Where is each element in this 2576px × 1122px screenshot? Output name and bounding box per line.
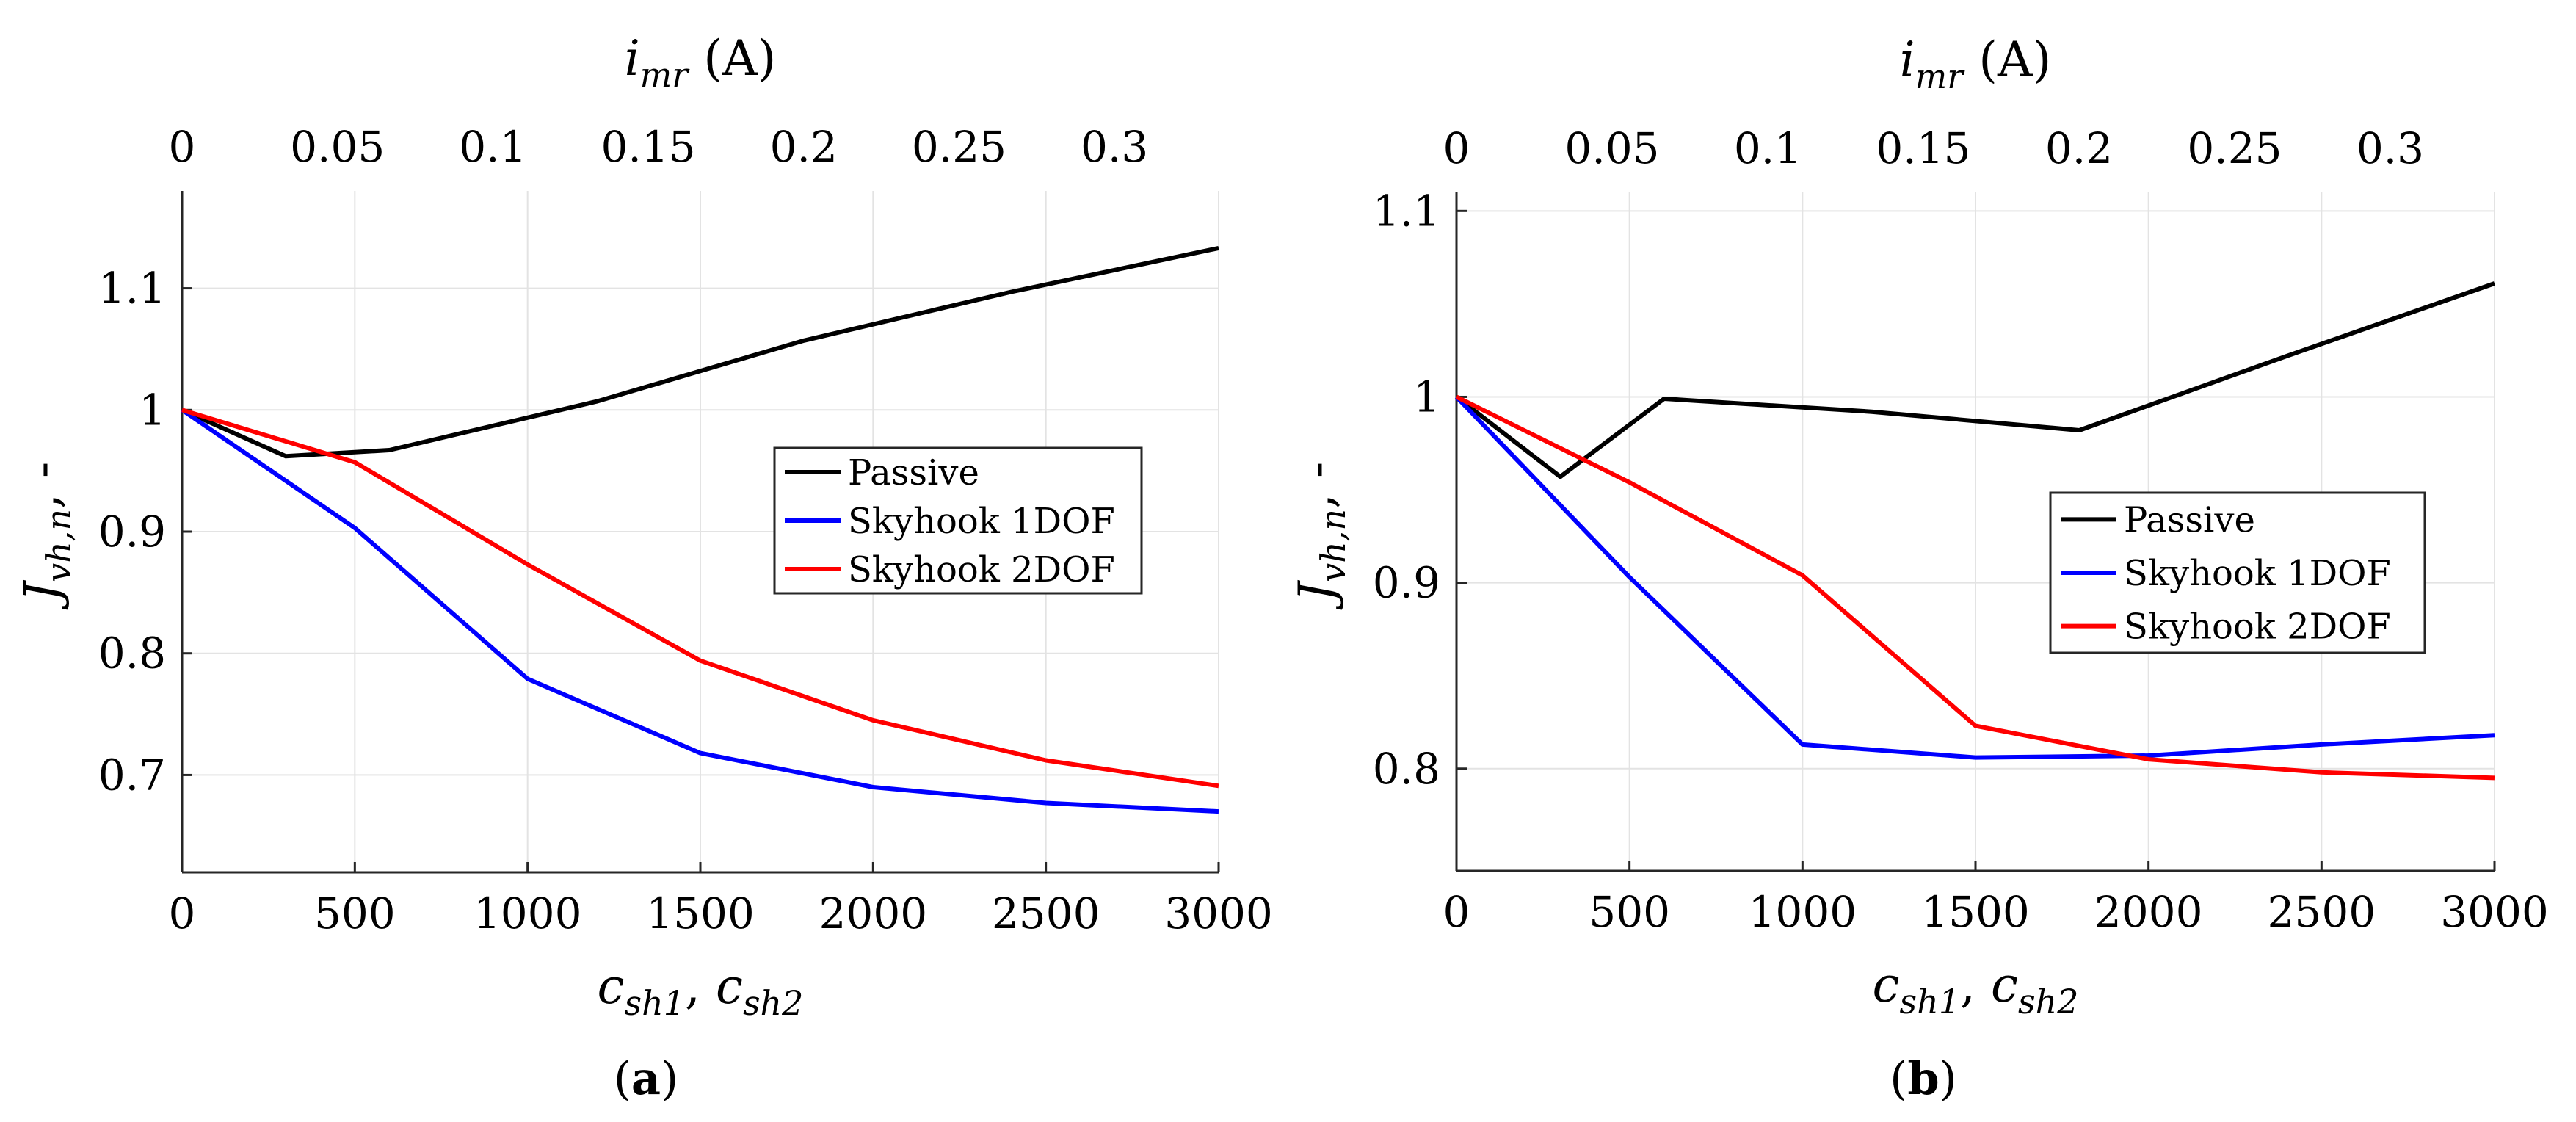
y-axis-label-suffix: , -	[1288, 462, 1345, 509]
x-axis-label-subscript-1: sh1	[625, 983, 686, 1023]
x-axis-label-separator: ,	[1960, 957, 1991, 1013]
legend-entry: Skyhook 1DOF	[2124, 553, 2391, 594]
x-axis-label: csh1, csh2	[598, 958, 804, 1023]
top-x-tick-label: 0.2	[2045, 123, 2113, 173]
legend: Passive Skyhook 1DOF Skyhook 2DOF	[773, 446, 1143, 595]
top-x-tick-label: 0	[1443, 123, 1470, 173]
y-tick-label: 0.7	[98, 750, 166, 800]
panel-caption: (a)	[614, 1052, 679, 1105]
panel-caption-open: (	[1890, 1052, 1907, 1105]
y-axis-label-symbol: J	[14, 579, 70, 610]
x-tick-label: 1500	[646, 888, 755, 938]
x-tick-label: 2500	[992, 888, 1100, 938]
top-x-axis-label-unit: (A)	[688, 30, 776, 87]
legend-entry: Skyhook 2DOF	[2124, 607, 2391, 648]
panel-caption-open: (	[614, 1052, 631, 1105]
x-tick-label: 500	[1589, 887, 1670, 937]
x-tick-label: 1000	[1749, 887, 1857, 937]
x-axis-label-subscript-1: sh1	[1900, 982, 1961, 1021]
top-x-axis-label: imr (A)	[1900, 32, 2052, 96]
x-axis-label-subscript-2: sh2	[2018, 982, 2079, 1021]
top-x-tick-label: 0.15	[601, 122, 696, 172]
top-x-tick-label: 0.05	[1564, 123, 1659, 173]
x-tick-label: 2000	[2094, 887, 2203, 937]
top-x-axis-label-symbol: i	[625, 30, 640, 87]
series-line-skyhook-2dof	[1455, 394, 2495, 781]
y-tick-label: 0.8	[1373, 744, 1440, 794]
legend-entry: Passive	[848, 452, 979, 493]
top-x-tick-label: 0.3	[1081, 122, 1148, 172]
y-axis-label-suffix: , -	[14, 462, 70, 509]
panel-caption-close: )	[661, 1052, 678, 1105]
y-axis-label: Jvh,n, -	[1288, 462, 1353, 611]
x-axis-label-symbol-1: c	[1873, 957, 1900, 1013]
series-line-passive	[1455, 281, 2495, 479]
x-tick-label: 500	[314, 888, 396, 938]
panel-caption-close: )	[1940, 1052, 1957, 1105]
x-tick-label: 0	[169, 888, 196, 938]
x-tick-label: 3000	[1164, 888, 1273, 938]
x-tick-label: 2500	[2268, 887, 2376, 937]
y-tick-label: 0.9	[98, 507, 166, 557]
x-tick-label: 1500	[1921, 887, 2030, 937]
x-axis-label: csh1, csh2	[1873, 957, 2079, 1021]
top-x-axis-label-unit: (A)	[1963, 32, 2051, 88]
top-x-tick-label: 0.25	[2187, 123, 2282, 173]
panel-caption-letter: a	[631, 1052, 661, 1105]
x-tick-label: 1000	[474, 888, 582, 938]
top-x-tick-label: 0.25	[912, 122, 1006, 172]
top-x-tick-label: 0.1	[459, 122, 526, 172]
top-x-tick-label: 0.1	[1734, 123, 1802, 173]
x-tick-label: 2000	[819, 888, 928, 938]
legend-entry: Skyhook 2DOF	[848, 549, 1115, 590]
series-line-skyhook-2dof	[181, 408, 1219, 789]
panel-caption-letter: b	[1907, 1052, 1939, 1105]
chart-panel-a: 0 500 1000 1500 2000 2500 3000 0.7 0.8 0.9 1 1.1 0 0.…	[14, 30, 1273, 1105]
x-axis-label-symbol-2: c	[716, 958, 743, 1015]
y-axis-label-subscript: vh,n	[1313, 509, 1353, 582]
top-x-tick-label: 0	[169, 122, 196, 172]
top-x-tick-label: 0.2	[770, 122, 838, 172]
top-x-axis-label: imr (A)	[625, 30, 777, 95]
top-x-tick-label: 0.15	[1876, 123, 1970, 173]
x-axis-label-separator: ,	[685, 958, 716, 1015]
top-x-axis-label-symbol: i	[1900, 32, 1915, 88]
legend-entry: Skyhook 1DOF	[848, 501, 1115, 542]
x-axis-label-symbol-2: c	[1991, 957, 2018, 1013]
series-line-passive	[181, 245, 1219, 459]
y-axis-label-subscript: vh,n	[39, 509, 79, 582]
x-axis-label-subscript-2: sh2	[743, 983, 804, 1023]
legend: Passive Skyhook 1DOF Skyhook 2DOF	[2049, 491, 2426, 654]
x-axis-label-symbol-1: c	[598, 958, 625, 1015]
top-x-axis-label-subscript: mr	[640, 55, 691, 95]
x-tick-label: 3000	[2440, 887, 2549, 937]
y-tick-label: 1.1	[98, 264, 166, 314]
y-tick-label: 0.9	[1373, 558, 1440, 608]
y-axis-label-symbol: J	[1288, 579, 1345, 610]
top-x-tick-label: 0.05	[290, 122, 385, 172]
y-tick-label: 0.8	[98, 629, 166, 678]
y-axis-label: Jvh,n, -	[14, 462, 79, 611]
top-x-axis-label-subscript: mr	[1915, 57, 1966, 96]
y-tick-label: 1.1	[1373, 186, 1440, 236]
series-line-skyhook-1dof	[1454, 395, 2495, 760]
legend-entry: Passive	[2124, 499, 2255, 540]
top-x-tick-label: 0.3	[2357, 123, 2424, 173]
x-tick-label: 0	[1443, 887, 1470, 937]
panel-caption: (b)	[1890, 1052, 1957, 1105]
series-line-skyhook-1dof	[181, 408, 1219, 814]
y-tick-label: 1	[1413, 372, 1440, 421]
y-tick-label: 1	[139, 385, 166, 435]
